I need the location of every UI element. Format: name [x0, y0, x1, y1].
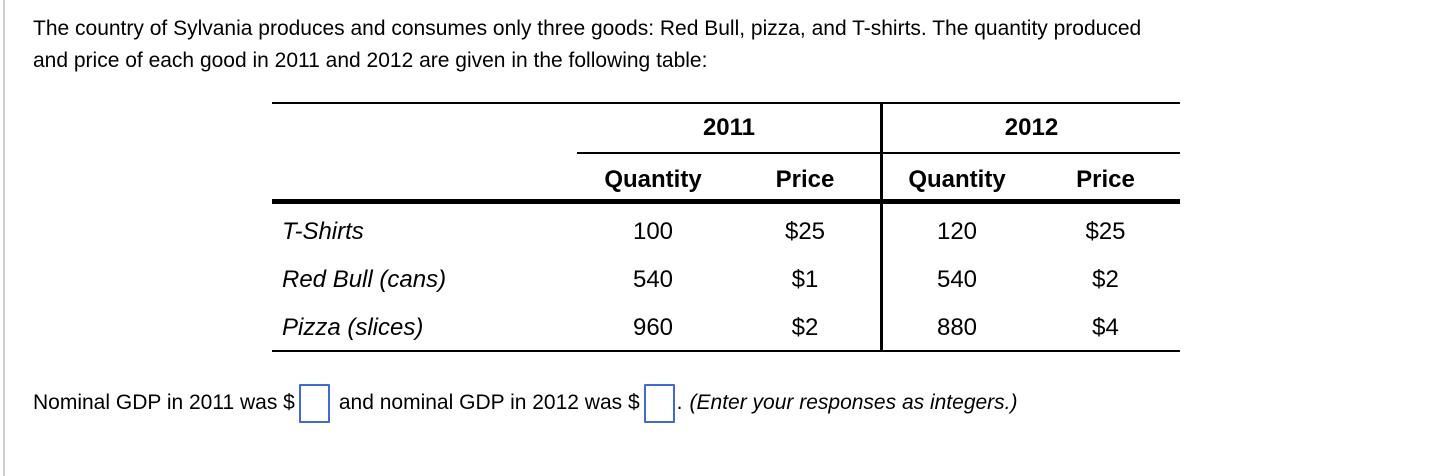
- table-bottom-rule: [272, 350, 1180, 352]
- pizza-quantity-2011: 960: [632, 314, 674, 341]
- redbull-quantity-2011: 540: [632, 266, 674, 293]
- answer-hint: (Enter your responses as integers.): [689, 391, 1018, 414]
- col-header-price-2011: Price: [775, 166, 835, 193]
- col-header-price-2012: Price: [1076, 166, 1135, 193]
- answer-text-2: and nominal GDP in 2012 was $: [338, 391, 640, 414]
- tshirts-price-2011: $25: [784, 218, 826, 245]
- question-text-line2: and price of each good in 2011 and 2012 …: [33, 49, 708, 72]
- year-header-rule: [577, 152, 1180, 154]
- row-label-pizza: Pizza (slices): [282, 314, 424, 341]
- pizza-quantity-2012: 880: [936, 314, 978, 341]
- pizza-price-2012: $4: [1092, 314, 1119, 341]
- redbull-quantity-2012: 540: [936, 266, 978, 293]
- pizza-price-2011: $2: [791, 314, 819, 341]
- answer-line: Nominal GDP in 2011 was $ and nominal GD…: [33, 383, 1018, 423]
- year-divider-rule: [880, 102, 883, 352]
- panel-left-border: [3, 0, 5, 476]
- answer-text-1: Nominal GDP in 2011 was $: [33, 391, 295, 414]
- gdp-2012-input[interactable]: [643, 383, 675, 423]
- tshirts-quantity-2012: 120: [936, 218, 978, 245]
- col-header-quantity-2011: Quantity: [604, 166, 702, 193]
- col-header-quantity-2012: Quantity: [908, 166, 1006, 193]
- header-bottom-rule: [272, 199, 1180, 204]
- tshirts-price-2012: $25: [1085, 218, 1126, 245]
- year-header-2011: 2011: [702, 114, 756, 141]
- year-header-2012: 2012: [1004, 114, 1059, 141]
- row-label-redbull: Red Bull (cans): [282, 266, 447, 293]
- redbull-price-2012: $2: [1092, 266, 1119, 293]
- tshirts-quantity-2011: 100: [632, 218, 674, 245]
- table-top-rule: [272, 102, 1180, 104]
- question-text-line1: The country of Sylvania produces and con…: [33, 17, 1142, 40]
- answer-period: .: [676, 391, 683, 414]
- gdp-2011-input[interactable]: [298, 383, 330, 423]
- question-text: The country of Sylvania produces and con…: [33, 13, 1141, 77]
- redbull-price-2011: $1: [791, 266, 819, 293]
- row-label-tshirts: T-Shirts: [282, 218, 364, 245]
